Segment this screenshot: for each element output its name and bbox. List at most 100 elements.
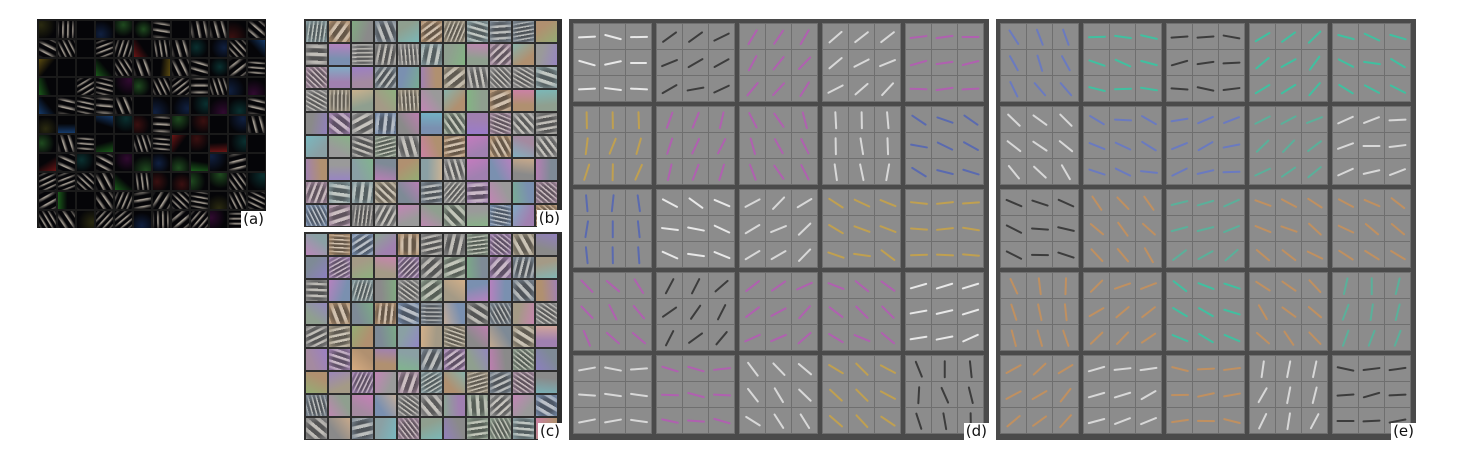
feature-block xyxy=(1000,272,1079,351)
filter-cell xyxy=(153,173,170,190)
filter-cell xyxy=(115,192,132,209)
feature-patch xyxy=(1136,133,1161,158)
feature-patch xyxy=(1136,273,1161,298)
filter-cell xyxy=(329,205,350,226)
filter-cell xyxy=(375,159,396,180)
filter-cell xyxy=(536,349,557,370)
filter-cell xyxy=(421,136,442,157)
filter-cell xyxy=(329,44,350,65)
feature-patch xyxy=(906,382,931,407)
feature-patch xyxy=(766,356,791,381)
feature-patch xyxy=(849,190,874,215)
feature-patch xyxy=(1193,76,1218,101)
feature-patch xyxy=(1084,76,1109,101)
feature-patch xyxy=(1167,50,1192,75)
feature-patch xyxy=(792,76,817,101)
filter-cell xyxy=(115,78,132,95)
filter-cell xyxy=(467,136,488,157)
filter-cell xyxy=(229,116,246,133)
feature-patch xyxy=(823,382,848,407)
filter-cell xyxy=(77,78,94,95)
feature-patch xyxy=(1027,107,1052,132)
filter-cell xyxy=(96,78,113,95)
feature-patch xyxy=(766,216,791,241)
feature-patch xyxy=(574,382,599,407)
filter-cell xyxy=(444,280,465,301)
filter-cell xyxy=(229,154,246,171)
filter-cell xyxy=(77,211,94,228)
filter-cell xyxy=(490,257,511,278)
filter-cell xyxy=(229,192,246,209)
filter-cell xyxy=(398,349,419,370)
feature-patch xyxy=(1250,159,1275,184)
feature-patch xyxy=(1333,190,1358,215)
filter-cell xyxy=(134,192,151,209)
filter-cell xyxy=(398,90,419,111)
feature-patch xyxy=(932,216,957,241)
feature-block xyxy=(573,355,652,434)
filter-cell xyxy=(134,97,151,114)
feature-block xyxy=(1249,355,1328,434)
feature-patch xyxy=(1136,216,1161,241)
feature-patch xyxy=(1302,299,1327,324)
feature-patch xyxy=(823,299,848,324)
filter-cell xyxy=(398,326,419,347)
filter-cell xyxy=(490,90,511,111)
feature-patch xyxy=(875,76,900,101)
filter-cell xyxy=(421,303,442,324)
feature-patch xyxy=(600,325,625,350)
filter-cell xyxy=(490,159,511,180)
filter-cell xyxy=(536,21,557,42)
filter-cell xyxy=(490,349,511,370)
feature-patch xyxy=(1302,325,1327,350)
feature-patch xyxy=(766,76,791,101)
filter-cell xyxy=(191,59,208,76)
filter-cell xyxy=(490,44,511,65)
feature-patch xyxy=(906,24,931,49)
feature-patch xyxy=(626,76,651,101)
filter-cell xyxy=(248,59,265,76)
feature-patch xyxy=(1110,325,1135,350)
feature-patch xyxy=(1302,356,1327,381)
feature-patch xyxy=(849,356,874,381)
feature-patch xyxy=(1193,325,1218,350)
feature-patch xyxy=(1359,76,1384,101)
feature-patch xyxy=(1084,242,1109,267)
filter-cell xyxy=(77,154,94,171)
feature-patch xyxy=(823,242,848,267)
filter-cell xyxy=(536,159,557,180)
filter-cell xyxy=(329,326,350,347)
feature-patch xyxy=(574,356,599,381)
feature-patch xyxy=(1110,76,1135,101)
filter-cell xyxy=(96,135,113,152)
feature-patch xyxy=(740,190,765,215)
feature-patch xyxy=(1250,24,1275,49)
feature-patch xyxy=(875,382,900,407)
feature-block xyxy=(1249,106,1328,185)
filter-cell xyxy=(444,44,465,65)
feature-patch xyxy=(1359,382,1384,407)
filter-cell xyxy=(153,192,170,209)
feature-patch xyxy=(766,382,791,407)
feature-patch xyxy=(1385,133,1410,158)
feature-patch xyxy=(1027,24,1052,49)
filter-cell xyxy=(444,326,465,347)
feature-patch xyxy=(1333,133,1358,158)
feature-patch xyxy=(1219,356,1244,381)
filter-cell xyxy=(96,192,113,209)
filter-cell xyxy=(191,40,208,57)
feature-patch xyxy=(1302,107,1327,132)
feature-patch xyxy=(1110,216,1135,241)
feature-patch xyxy=(740,382,765,407)
feature-block xyxy=(822,355,901,434)
filter-cell xyxy=(172,116,189,133)
feature-patch xyxy=(709,273,734,298)
feature-patch xyxy=(1333,242,1358,267)
filter-cell xyxy=(375,136,396,157)
filter-cell xyxy=(77,97,94,114)
feature-patch xyxy=(626,133,651,158)
feature-patch xyxy=(1053,382,1078,407)
feature-patch xyxy=(1276,299,1301,324)
feature-patch xyxy=(574,159,599,184)
filter-cell xyxy=(210,173,227,190)
